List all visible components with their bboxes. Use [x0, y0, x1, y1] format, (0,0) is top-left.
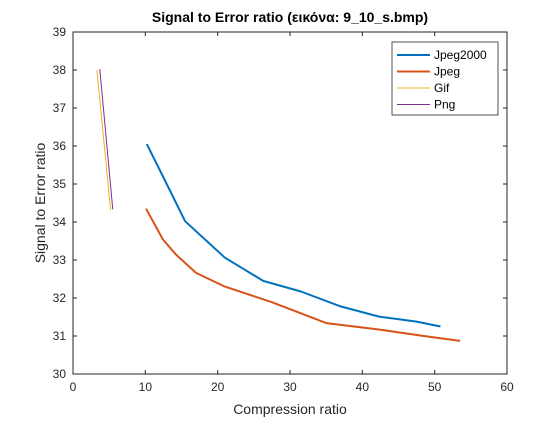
y-ticks: 30 31 32 33 34 35 36 37 38 39	[53, 25, 507, 381]
x-tick-label: 60	[500, 380, 514, 394]
chart-title: Signal to Error ratio (εικόνα: 9_10_s.bm…	[152, 9, 428, 25]
y-tick-label: 34	[53, 215, 67, 229]
y-tick-label: 37	[53, 101, 67, 115]
legend: Jpeg2000 Jpeg Gif Png	[391, 41, 499, 116]
legend-label-gif: Gif	[434, 81, 450, 95]
y-tick-label: 35	[53, 177, 67, 191]
x-tick-label: 30	[283, 380, 297, 394]
series-layer	[96, 69, 461, 342]
x-ticks: 0 10 20 30 40 50 60	[70, 32, 514, 394]
y-axis-label: Signal to Error ratio	[32, 142, 48, 263]
x-axis-label: Compression ratio	[233, 401, 347, 417]
x-tick-label: 10	[139, 380, 153, 394]
series-line-png	[99, 69, 114, 210]
x-tick-label: 20	[211, 380, 225, 394]
series-line-gif	[96, 69, 112, 210]
legend-items: Jpeg2000 Jpeg Gif Png	[397, 48, 487, 112]
y-tick-label: 30	[53, 367, 67, 381]
x-tick-label: 0	[70, 380, 77, 394]
y-tick-label: 38	[53, 63, 67, 77]
y-tick-label: 36	[53, 139, 67, 153]
series-line-jpeg2000	[145, 143, 441, 328]
legend-label-jpeg2000: Jpeg2000	[434, 48, 487, 62]
legend-label-png: Png	[434, 98, 455, 112]
legend-label-jpeg: Jpeg	[434, 65, 460, 79]
y-tick-label: 33	[53, 253, 67, 267]
series-line-jpeg	[145, 208, 461, 342]
y-tick-label: 32	[53, 291, 67, 305]
y-tick-label: 31	[53, 329, 67, 343]
x-tick-label: 50	[428, 380, 442, 394]
y-tick-label: 39	[53, 25, 67, 39]
x-tick-label: 40	[356, 380, 370, 394]
